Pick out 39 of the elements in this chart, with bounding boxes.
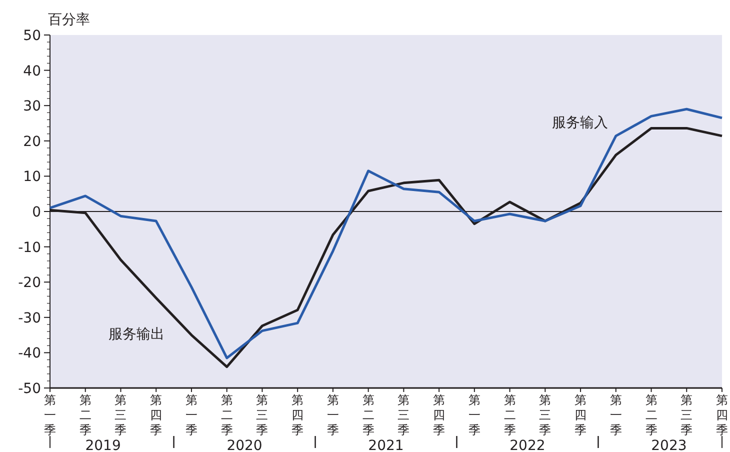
x-tick-label: 第二季 bbox=[645, 393, 658, 437]
text: 2023 bbox=[651, 438, 687, 452]
x-tick-label: 第四季 bbox=[150, 393, 162, 437]
x-tick-label: 第一季 bbox=[326, 393, 339, 437]
x-tick-label: 第一季 bbox=[185, 393, 198, 437]
x-tick-label: 第二季 bbox=[220, 393, 233, 437]
y-axis-title: 百分率 bbox=[48, 12, 90, 28]
x-tick-label: 第三季 bbox=[539, 393, 552, 437]
y-tick-label: 40 bbox=[23, 63, 41, 80]
x-tick-label: 第二季 bbox=[504, 393, 516, 437]
text: 2022 bbox=[510, 438, 546, 452]
series-label: 服务输入 bbox=[552, 114, 608, 131]
y-tick-label: -50 bbox=[18, 381, 41, 397]
text: 2020 bbox=[226, 438, 262, 452]
x-tick-label: 第四季 bbox=[574, 393, 587, 437]
x-tick-label: 第二季 bbox=[79, 393, 92, 437]
text: 2021 bbox=[368, 438, 404, 452]
y-tick-label: 20 bbox=[23, 134, 41, 150]
y-tick-label: 0 bbox=[32, 204, 41, 220]
y-tick-label: -10 bbox=[18, 240, 41, 256]
y-tick-label: 30 bbox=[23, 98, 41, 115]
y-tick-label: -40 bbox=[18, 346, 41, 362]
x-tick-label: 第三季 bbox=[256, 393, 268, 437]
x-tick-label: 第四季 bbox=[433, 393, 446, 437]
x-tick-label: 第一季 bbox=[44, 393, 56, 437]
x-tick-label: 第四季 bbox=[292, 393, 304, 437]
y-tick-label: -30 bbox=[18, 310, 41, 326]
x-tick-label: 第三季 bbox=[114, 393, 127, 437]
x-tick-label: 第三季 bbox=[398, 393, 410, 437]
text: 2019 bbox=[85, 438, 121, 452]
y-tick-label: 10 bbox=[23, 169, 41, 186]
series-label: 服务输出 bbox=[108, 326, 164, 343]
x-tick-label: 第二季 bbox=[362, 393, 374, 437]
x-tick-label: 第三季 bbox=[680, 393, 693, 437]
x-tick-label: 第一季 bbox=[610, 393, 622, 437]
x-tick-label: 第四季 bbox=[716, 393, 728, 437]
x-tick-label: 第一季 bbox=[468, 393, 480, 437]
y-tick-label: -20 bbox=[18, 275, 41, 292]
y-tick-label: 50 bbox=[23, 28, 41, 44]
